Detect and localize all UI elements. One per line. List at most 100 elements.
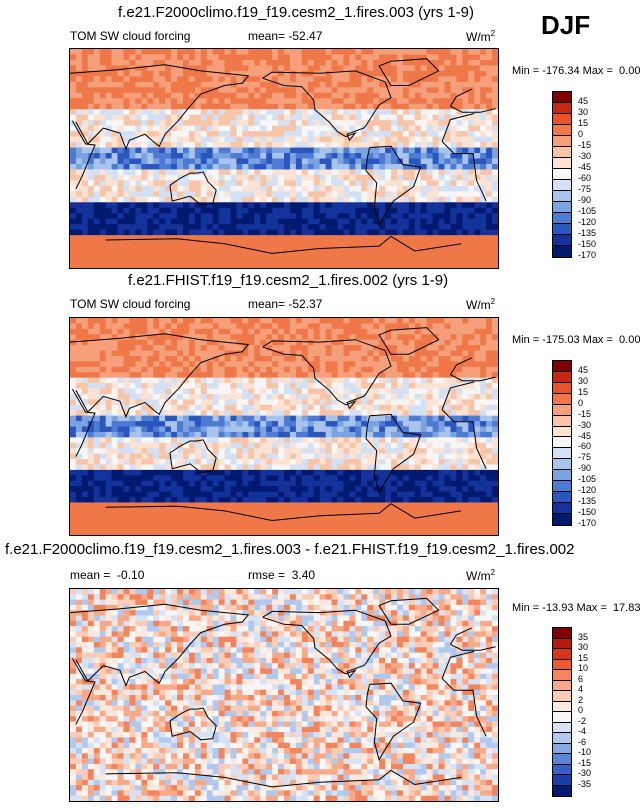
map-cell	[462, 318, 469, 325]
map-cell	[486, 437, 493, 444]
map-cell	[402, 125, 410, 132]
map-cell	[468, 103, 475, 110]
map-cell	[462, 191, 469, 198]
map-cell	[224, 431, 232, 438]
map-cell	[218, 246, 226, 253]
map-cell	[188, 404, 196, 411]
map-cell	[474, 114, 481, 121]
map-cell	[426, 415, 434, 422]
map-cell	[165, 448, 172, 455]
map-cell	[325, 207, 333, 214]
map-cell	[438, 235, 446, 242]
map-cell	[301, 377, 309, 384]
map-cell	[135, 383, 142, 390]
map-cell	[105, 158, 113, 165]
map-cell	[450, 136, 457, 143]
map-cell	[254, 399, 261, 406]
map-cell	[307, 366, 315, 373]
map-cell	[414, 169, 422, 176]
map-cell	[147, 202, 154, 209]
map-cell	[319, 174, 327, 181]
map-cell	[194, 334, 202, 341]
map-cell	[337, 92, 345, 99]
map-cell	[147, 448, 154, 455]
map-cell	[182, 437, 190, 444]
map-cell	[355, 350, 362, 357]
map-cell	[486, 235, 493, 242]
map-cell	[81, 339, 89, 346]
map-cell	[462, 235, 469, 242]
map-cell	[385, 142, 392, 149]
map-cell	[492, 109, 498, 116]
map-cell	[93, 383, 101, 390]
map-cell	[349, 350, 356, 357]
map-cell	[230, 262, 238, 268]
map-cell	[224, 437, 232, 444]
map-cell	[391, 257, 398, 264]
map-cell	[420, 49, 428, 56]
map-cell	[129, 235, 136, 242]
map-cell	[70, 251, 77, 258]
map-cell	[236, 426, 243, 433]
map-cell	[81, 388, 89, 395]
map-cell	[414, 257, 422, 264]
map-cell	[450, 323, 457, 330]
map-cell	[117, 464, 125, 471]
map-cell	[396, 163, 404, 171]
map-cell	[200, 87, 208, 94]
map-cell	[295, 191, 303, 198]
map-cell	[289, 59, 297, 67]
colorbar-swatch	[553, 180, 571, 191]
map-cell	[75, 147, 83, 154]
map-cell	[402, 81, 410, 88]
map-cell	[325, 81, 333, 88]
map-cell	[99, 114, 107, 121]
map-cell	[444, 218, 452, 225]
map-cell	[182, 404, 190, 411]
map-cell	[402, 339, 410, 346]
map-cell	[177, 318, 184, 325]
map-cell	[295, 393, 303, 400]
map-cell	[159, 393, 166, 400]
map-cell	[319, 180, 327, 187]
map-cell	[337, 174, 345, 181]
map-cell	[313, 410, 321, 417]
map-cell	[266, 361, 273, 368]
map-cell	[206, 235, 214, 242]
map-cell	[420, 180, 428, 187]
map-cell	[325, 399, 333, 406]
map-cell	[355, 153, 362, 160]
map-cell	[337, 120, 345, 127]
map-cell	[474, 196, 481, 203]
map-cell	[260, 87, 267, 94]
map-cell	[182, 469, 190, 476]
map-cell	[349, 431, 356, 438]
map-cell	[165, 415, 172, 422]
map-cell	[111, 147, 119, 154]
map-cell	[432, 339, 440, 346]
map-cell	[242, 251, 249, 258]
map-cell	[188, 421, 196, 428]
map-cell	[212, 328, 220, 335]
map-cell	[313, 76, 321, 83]
map-cell	[123, 355, 131, 362]
map-cell	[135, 431, 142, 438]
map-cell	[266, 442, 273, 449]
map-cell	[325, 70, 333, 77]
map-cell	[218, 328, 226, 335]
map-cell	[313, 92, 321, 99]
map-cell	[87, 240, 95, 247]
map-cell	[278, 87, 285, 94]
map-cell	[325, 120, 333, 127]
map-cell	[391, 185, 398, 192]
map-cell	[177, 366, 184, 373]
map-cell	[319, 81, 327, 88]
map-cell	[206, 410, 214, 417]
map-cell	[70, 81, 77, 88]
map-cell	[75, 350, 83, 357]
map-cell	[379, 345, 386, 352]
map-cell	[230, 334, 238, 341]
map-cell	[171, 147, 178, 154]
map-cell	[402, 54, 410, 61]
map-cell	[70, 410, 77, 417]
